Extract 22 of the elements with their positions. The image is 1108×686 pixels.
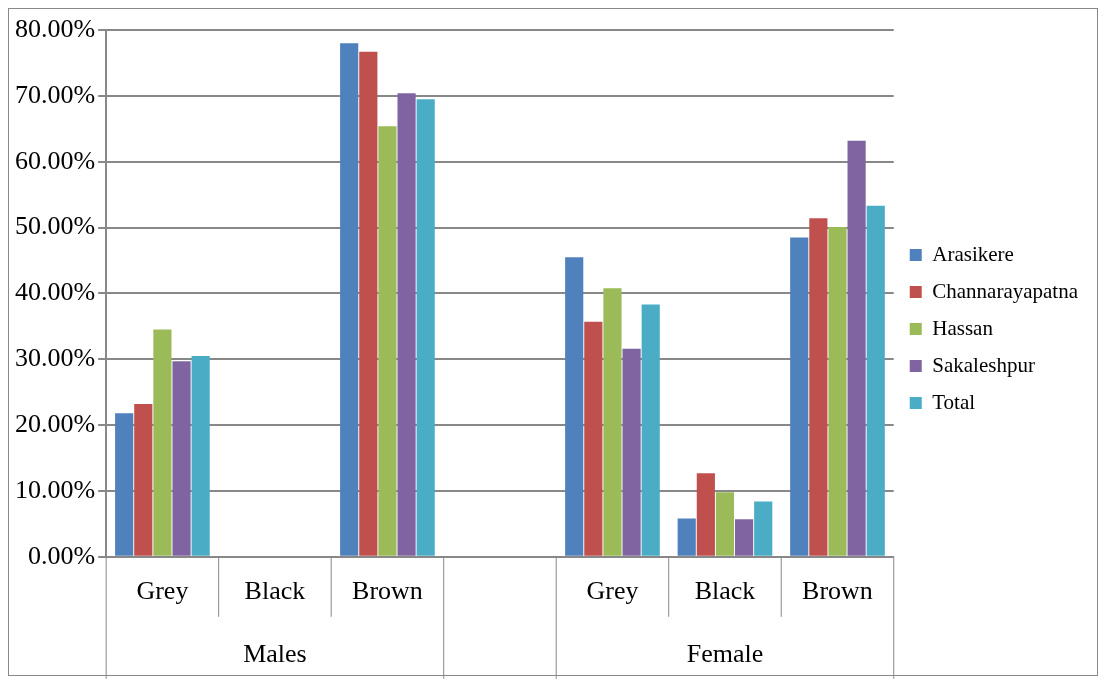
y-tick-label: 10.00% <box>14 474 96 504</box>
text: Female <box>686 638 764 668</box>
legend-label: Sakaleshpur <box>932 352 1035 377</box>
x-tick-label: Brown <box>352 576 423 606</box>
legend-label: Hassan <box>932 315 994 340</box>
y-tick-label: 80.00% <box>14 13 96 43</box>
x-tick-label: Grey <box>586 576 639 606</box>
y-tick-label: 50.00% <box>14 211 96 241</box>
text: Males <box>243 638 307 668</box>
y-tick-label: 70.00% <box>14 79 96 109</box>
x-tick-label: Black <box>694 576 756 606</box>
x-tick-label: Black <box>244 576 306 606</box>
legend-label: Total <box>932 389 976 414</box>
y-tick-label: 0.00% <box>27 540 96 570</box>
x-tick-label: Brown <box>802 576 873 606</box>
legend-label: Arasikere <box>932 241 1014 266</box>
legend-label: Channarayapatna <box>932 278 1079 303</box>
y-tick-label: 30.00% <box>14 343 96 373</box>
y-tick-label: 60.00% <box>14 145 96 175</box>
x-tick-label: Grey <box>136 576 189 606</box>
y-tick-label: 40.00% <box>14 277 96 307</box>
y-tick-label: 20.00% <box>14 408 96 438</box>
